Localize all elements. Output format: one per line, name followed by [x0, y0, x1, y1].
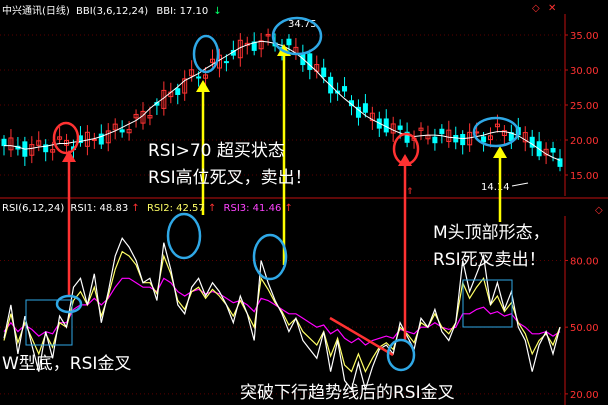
bbi-params: BBI(3,6,12,24) [76, 6, 149, 17]
candle-body [258, 40, 264, 50]
candle-body [1, 138, 7, 147]
overbought-note-line2: RSI高位死叉，卖出！ [148, 168, 312, 188]
price-tick-labels: 15.00 20.00 25.00 30.00 35.00 [565, 31, 599, 182]
arrow-marker: ⇑ [406, 187, 414, 197]
candle-body [210, 58, 215, 63]
rsi-title: RSI(6,12,24) [2, 203, 65, 214]
m-top-note-line1: M头顶部形态， [433, 223, 550, 243]
low-pointer [511, 182, 529, 187]
rsi-tick-label: 80.00 [570, 256, 599, 267]
price-tick-label: 20.00 [570, 136, 599, 147]
candle-body [488, 135, 493, 141]
rsi3-line [3, 277, 561, 346]
candle-body [43, 144, 49, 153]
price-tick-label: 15.00 [570, 171, 599, 182]
candle-body [50, 149, 56, 153]
candle-body [91, 138, 97, 141]
candle-body [223, 61, 229, 64]
candle-body [446, 129, 452, 142]
candle-body [36, 140, 42, 146]
rsi3-arrow-icon: ↑ [284, 203, 293, 214]
candle-body [321, 67, 327, 78]
candle-body [189, 69, 195, 77]
candle-body [57, 136, 63, 140]
rsi2-value: RSI2: 42.57 [146, 203, 205, 214]
down-arrow-icon: ↓ [213, 6, 222, 17]
candle-body [147, 115, 153, 119]
candle-body [501, 130, 507, 136]
candle-body [126, 129, 132, 134]
diamond-icon[interactable]: ◇ [532, 3, 540, 14]
stock-title: 中兴通讯(日线) [2, 6, 70, 17]
candle-body [362, 103, 368, 113]
rsi-tick-label: 50.00 [570, 323, 599, 334]
close-icon[interactable]: ✕ [548, 3, 556, 14]
rsi-tick-labels: 20.00 50.00 80.00 [565, 256, 599, 401]
w-bottom-note: W型底，RSI金叉 [2, 354, 132, 374]
bbi-line [4, 40, 561, 161]
candle-body [460, 134, 466, 146]
candle-body [29, 144, 35, 156]
candle-body [453, 134, 459, 143]
candle-body [404, 131, 410, 143]
candle-body [175, 88, 181, 95]
diamond-icon[interactable]: ◇ [595, 205, 603, 216]
candle-body [418, 127, 424, 131]
candle-body [432, 136, 438, 144]
rsi3-value: RSI3: 41.46 [223, 203, 282, 214]
candle-body [529, 136, 535, 148]
candle-body [265, 33, 271, 37]
candle-body [98, 133, 104, 145]
annotation-circles [52, 16, 520, 372]
candle-body [494, 123, 500, 128]
candle-body [481, 136, 487, 143]
candle-body [390, 123, 396, 134]
overbought-note-line1: RSI>70 超买状态 [148, 141, 285, 161]
candle-body [112, 123, 118, 131]
bbi-value: BBI: 17.10 [156, 6, 209, 17]
rsi1-value: RSI1: 48.83 [70, 203, 129, 214]
candle-body [251, 41, 257, 51]
rsi2-arrow-icon: ↑ [207, 203, 217, 214]
rsi-tick-label: 20.00 [570, 390, 599, 401]
rsi2-line [3, 250, 561, 374]
candle-body [522, 132, 528, 143]
rsi1-arrow-icon: ↑ [131, 203, 140, 214]
candle-body [286, 38, 292, 46]
candle-body [355, 106, 361, 118]
price-tick-label: 35.00 [570, 31, 599, 42]
candle-body [550, 148, 556, 153]
w-bottom-box [25, 299, 73, 346]
candle-body [182, 78, 188, 94]
price-tick-label: 25.00 [570, 101, 599, 112]
peak-price-label: 34.75 [288, 19, 317, 30]
m-top-box [462, 279, 513, 328]
candle-body [8, 137, 14, 151]
candle-body [439, 128, 445, 135]
candle-body [397, 125, 403, 130]
candle-body [307, 53, 313, 70]
rsi1-line [3, 236, 561, 392]
candle-body [203, 74, 209, 79]
candle-body [105, 130, 111, 144]
yellow-arrows [196, 44, 507, 265]
price-tick-label: 30.00 [570, 66, 599, 77]
candle-body [133, 113, 139, 119]
candle-body [119, 129, 125, 133]
candle-body [342, 86, 348, 92]
candle-body [557, 158, 563, 167]
candle-body [196, 76, 202, 79]
candle-body [369, 112, 375, 122]
low-price-label: 14.14 [481, 182, 510, 193]
trend-break-note: 突破下行趋势线后的RSI金叉 [240, 383, 455, 403]
m-top-note-line2: RSI死叉卖出！ [433, 250, 546, 270]
